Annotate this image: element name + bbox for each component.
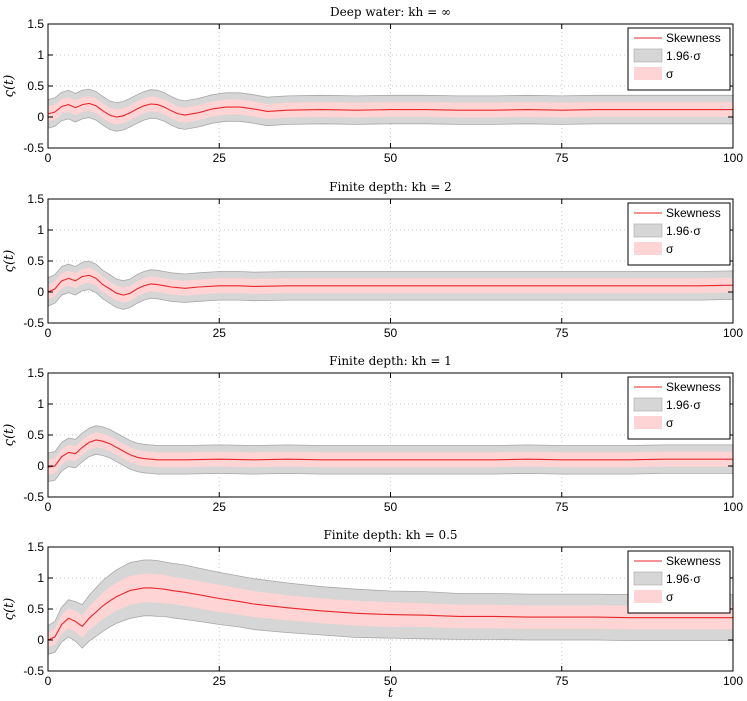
legend-label: σ <box>666 416 674 430</box>
y-axis-label: ς(t) <box>2 598 17 621</box>
y-tick-label: 1 <box>37 48 44 62</box>
x-tick-label: 0 <box>45 500 52 514</box>
legend: Skewness 1.96·σ σ <box>627 376 731 440</box>
x-tick-label: 0 <box>45 326 52 340</box>
legend-label: 1.96·σ <box>666 572 701 586</box>
x-tick-label: 0 <box>45 674 52 688</box>
y-tick-label: 0.5 <box>27 79 44 93</box>
chart-panel-3: Finite depth: kh = 10 25 50 75 100-0.500.511… <box>2 354 743 514</box>
x-tick-label: 25 <box>213 151 227 165</box>
y-axis-label: ς(t) <box>2 75 17 98</box>
y-tick-label: 1.5 <box>27 192 44 206</box>
y-tick-label: -0.5 <box>23 141 44 155</box>
y-tick-label: 0.5 <box>27 602 44 616</box>
legend-swatch-sigma <box>634 590 662 603</box>
x-tick-label: 50 <box>384 500 398 514</box>
legend-swatch-sigma <box>634 242 662 255</box>
legend: Skewness 1.96·σ σ <box>627 27 731 91</box>
y-tick-label: 1 <box>37 397 44 411</box>
y-tick-label: -0.5 <box>23 664 44 678</box>
x-tick-label: 50 <box>384 151 398 165</box>
x-tick-label: 50 <box>384 674 398 688</box>
y-tick-label: 1.5 <box>27 366 44 380</box>
x-tick-label: 100 <box>723 326 743 340</box>
x-tick-label: 75 <box>555 674 569 688</box>
chart-panel-4: Finite depth: kh = 0.50 25 50 75 100-0.500.5… <box>2 528 743 701</box>
skewness-line <box>47 439 733 468</box>
legend-label: 1.96·σ <box>666 49 701 63</box>
legend-label: 1.96·σ <box>666 224 701 238</box>
sigma-band <box>48 267 733 303</box>
skewness-line <box>47 274 734 296</box>
skewness-line <box>47 587 733 641</box>
legend-label: σ <box>666 67 674 81</box>
legend-label: σ <box>666 590 674 604</box>
skewness-line <box>47 102 733 118</box>
legend-label: Skewness <box>666 380 721 394</box>
chart-title: Finite depth: kh = 0.5 <box>323 528 457 542</box>
x-tick-label: 25 <box>213 500 227 514</box>
y-tick-label: -0.5 <box>23 316 44 330</box>
y-tick-label: 0 <box>37 285 44 299</box>
legend-swatch-sigma <box>634 416 662 429</box>
legend-swatch-ci <box>633 223 663 238</box>
chart-panel-1: Deep water: kh = ∞0 25 50 75 100-0.500.511.5… <box>2 5 743 165</box>
y-tick-label: 0 <box>37 110 44 124</box>
y-tick-label: 0.5 <box>27 254 44 268</box>
legend-swatch-sigma <box>634 67 662 80</box>
y-tick-label: 1.5 <box>27 540 44 554</box>
chart-title: Finite depth: kh = 2 <box>329 180 452 194</box>
chart-title: Finite depth: kh = 1 <box>329 354 452 368</box>
chart-title: Deep water: kh = ∞ <box>330 5 451 19</box>
legend: Skewness 1.96·σ σ <box>627 550 731 614</box>
legend-swatch-ci <box>633 571 663 586</box>
y-tick-label: 0 <box>37 633 44 647</box>
y-tick-label: 1 <box>37 571 44 585</box>
y-tick-label: 1.5 <box>27 17 44 31</box>
y-axis-label: ς(t) <box>2 250 17 273</box>
y-tick-label: 0 <box>37 459 44 473</box>
x-tick-label: 75 <box>555 326 569 340</box>
sigma-band <box>48 573 733 648</box>
y-tick-label: 1 <box>37 223 44 237</box>
x-tick-label: 25 <box>213 674 227 688</box>
legend: Skewness 1.96·σ σ <box>627 202 731 266</box>
legend-label: Skewness <box>666 206 721 220</box>
x-tick-label: 100 <box>723 674 743 688</box>
y-tick-label: 0.5 <box>27 428 44 442</box>
legend-label: σ <box>666 242 674 256</box>
legend-label: Skewness <box>666 554 721 568</box>
legend-swatch-ci <box>633 397 663 412</box>
x-tick-label: 75 <box>555 500 569 514</box>
x-tick-label: 50 <box>384 326 398 340</box>
x-axis-label: t <box>388 686 394 701</box>
y-tick-label: -0.5 <box>23 490 44 504</box>
x-tick-label: 100 <box>723 151 743 165</box>
y-axis-label: ς(t) <box>2 424 17 447</box>
legend-swatch-ci <box>633 48 663 63</box>
legend-label: 1.96·σ <box>666 398 701 412</box>
x-tick-label: 100 <box>723 500 743 514</box>
sigma-band <box>48 432 733 475</box>
chart-panel-2: Finite depth: kh = 20 25 50 75 100-0.500.511… <box>2 180 743 340</box>
x-tick-label: 75 <box>555 151 569 165</box>
x-tick-label: 25 <box>213 326 227 340</box>
legend-label: Skewness <box>666 31 721 45</box>
x-tick-label: 0 <box>45 151 52 165</box>
